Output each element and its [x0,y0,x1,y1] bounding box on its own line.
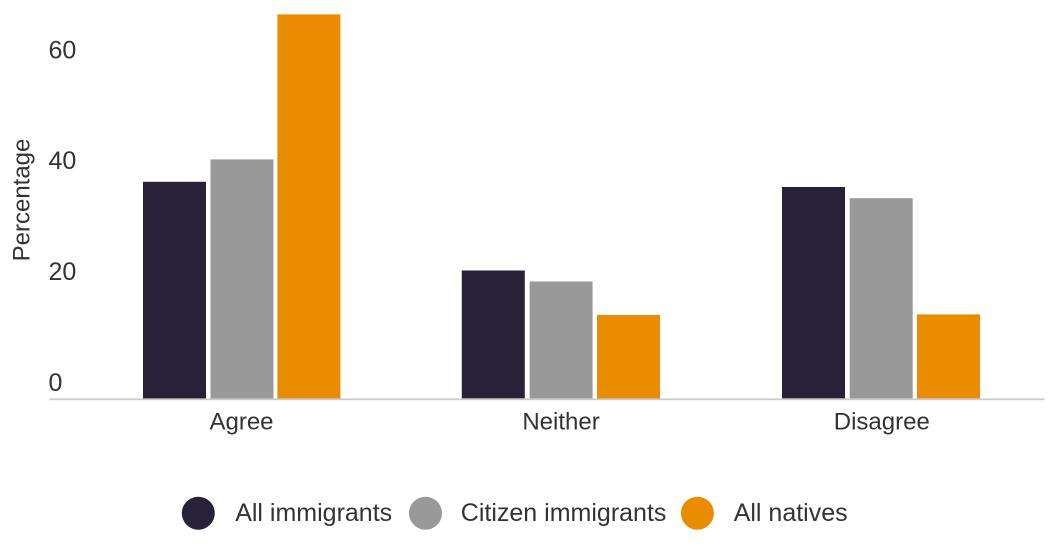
svg-text:60: 60 [49,36,77,64]
svg-text:Citizen immigrants: Citizen immigrants [461,499,667,527]
svg-text:Disagree: Disagree [834,409,930,436]
svg-text:40: 40 [49,147,77,175]
svg-text:Neither: Neither [522,409,599,436]
svg-text:20: 20 [49,258,77,286]
svg-text:Agree: Agree [209,409,273,436]
svg-text:All immigrants: All immigrants [235,499,392,527]
svg-text:All natives: All natives [734,499,848,527]
svg-text:0: 0 [49,369,63,397]
svg-text:Percentage: Percentage [8,139,35,262]
